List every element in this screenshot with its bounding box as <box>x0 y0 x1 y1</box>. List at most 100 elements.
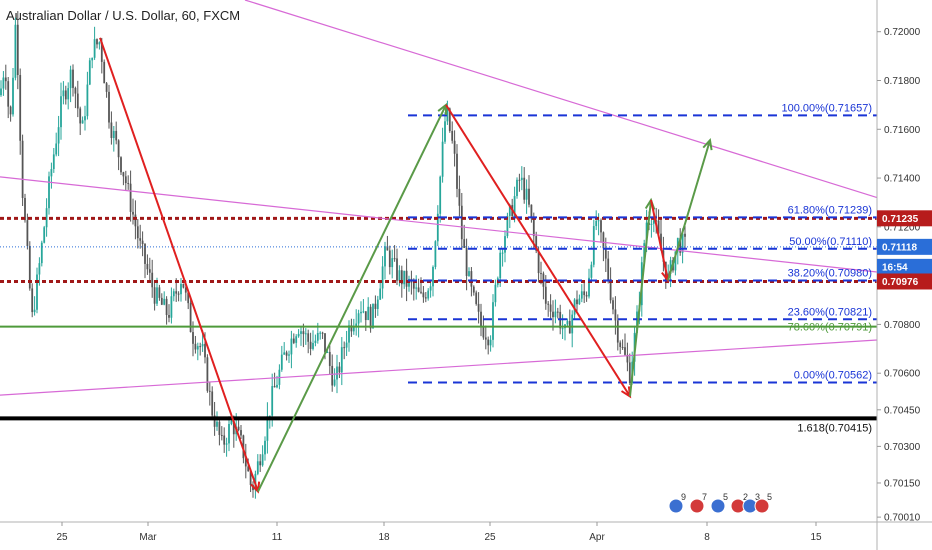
price-badge <box>877 273 932 290</box>
candle-body <box>458 188 461 206</box>
x-tick-label: 8 <box>704 532 710 543</box>
candle-body <box>393 258 396 260</box>
candle-body <box>38 263 41 275</box>
candle-body <box>679 237 682 253</box>
candle-body <box>362 311 365 313</box>
fib-level-label: 100.00%(0.71657) <box>781 102 872 114</box>
x-tick-label: Apr <box>589 532 605 543</box>
candle-body <box>446 108 449 122</box>
candle-body <box>309 341 312 349</box>
price-badge-label: 0.70976 <box>882 277 919 288</box>
candle-body <box>523 177 526 200</box>
candle-body <box>528 188 530 205</box>
candle-body <box>626 354 629 363</box>
candle-body <box>244 458 247 467</box>
x-tick-label: 25 <box>484 532 496 543</box>
candle-body <box>297 333 300 337</box>
candle-body <box>372 303 374 329</box>
candle-body <box>120 157 122 173</box>
x-tick-label: 11 <box>272 532 283 543</box>
candle-body <box>124 176 127 184</box>
candle-body <box>122 172 125 177</box>
candle-body <box>194 343 197 350</box>
candle-body <box>319 332 322 334</box>
fib-level-label: 50.00%(0.71110) <box>789 236 872 248</box>
candle-body <box>168 314 170 318</box>
candle-body <box>256 461 259 474</box>
candle-body <box>230 421 233 424</box>
candle-body <box>96 39 98 45</box>
candle-body <box>482 326 485 338</box>
candle-body <box>588 277 590 297</box>
candle-body <box>196 346 199 350</box>
candle-body <box>357 313 360 324</box>
candle-body <box>84 116 86 121</box>
candle-body <box>530 204 533 218</box>
candle-body <box>415 287 418 289</box>
candle-body <box>307 333 310 342</box>
candle-body <box>273 386 276 388</box>
candle-body <box>506 215 509 237</box>
candle-body <box>561 328 564 330</box>
candle-body <box>494 284 497 303</box>
candle-body <box>566 321 569 325</box>
candle-body <box>624 347 626 355</box>
green-projection-arrow <box>667 139 711 281</box>
chart-title: Australian Dollar / U.S. Dollar, 60, FXC… <box>6 8 241 23</box>
candle-body <box>211 391 214 416</box>
candle-body <box>381 266 384 289</box>
candle-body <box>43 227 46 243</box>
candle-body <box>669 260 672 274</box>
candle-body <box>427 290 430 299</box>
candle-body <box>456 153 458 189</box>
candle-body <box>28 246 31 289</box>
candle-body <box>475 292 478 304</box>
candle-body <box>321 332 324 334</box>
candle-body <box>55 143 58 155</box>
price-badge <box>877 258 932 275</box>
candle-body <box>36 274 38 310</box>
candle-body <box>657 220 660 234</box>
candle-body <box>117 140 120 158</box>
candle-body <box>314 340 317 343</box>
candle-body <box>384 246 386 267</box>
candle-body <box>165 298 168 315</box>
candle-body <box>328 351 331 366</box>
candle-body <box>583 291 586 296</box>
candle-body <box>504 236 506 253</box>
candle-body <box>544 286 547 304</box>
event-flag-icon <box>754 498 770 514</box>
candle-body <box>324 333 326 353</box>
candle-body <box>424 297 427 299</box>
candle-body <box>537 250 540 274</box>
candle-body <box>129 183 132 212</box>
green-wave-arrow-2 <box>629 199 652 397</box>
candle-body <box>232 421 235 435</box>
candle-body <box>163 298 166 305</box>
candle-body <box>26 220 29 247</box>
candle-body <box>508 205 511 216</box>
candle-body <box>386 246 389 251</box>
candle-body <box>158 287 161 298</box>
candle-body <box>547 303 550 305</box>
level-78-6-label: 78.60%(0.70791) <box>788 322 872 334</box>
candle-body <box>280 354 283 370</box>
candle-body <box>441 141 444 177</box>
price-badge-label: 0.71118 <box>882 242 917 253</box>
candle-body <box>520 177 523 181</box>
y-tick-label: 0.71400 <box>884 174 921 185</box>
candle-body <box>216 421 218 427</box>
candle-body <box>160 297 163 305</box>
candle-body <box>285 352 288 356</box>
candle-body <box>81 120 84 124</box>
drawing-layer: 100.00%(0.71657) 61.80%(0.71239) 50.00%(0.… <box>0 0 878 494</box>
candle-body <box>31 288 34 313</box>
candle-body <box>19 75 22 141</box>
candle-body <box>72 69 74 88</box>
candle-body <box>580 291 583 299</box>
candle-body <box>376 299 379 309</box>
candle-body <box>609 280 612 301</box>
trendline-lower <box>0 339 878 396</box>
red-wave-arrow-2 <box>445 104 631 397</box>
